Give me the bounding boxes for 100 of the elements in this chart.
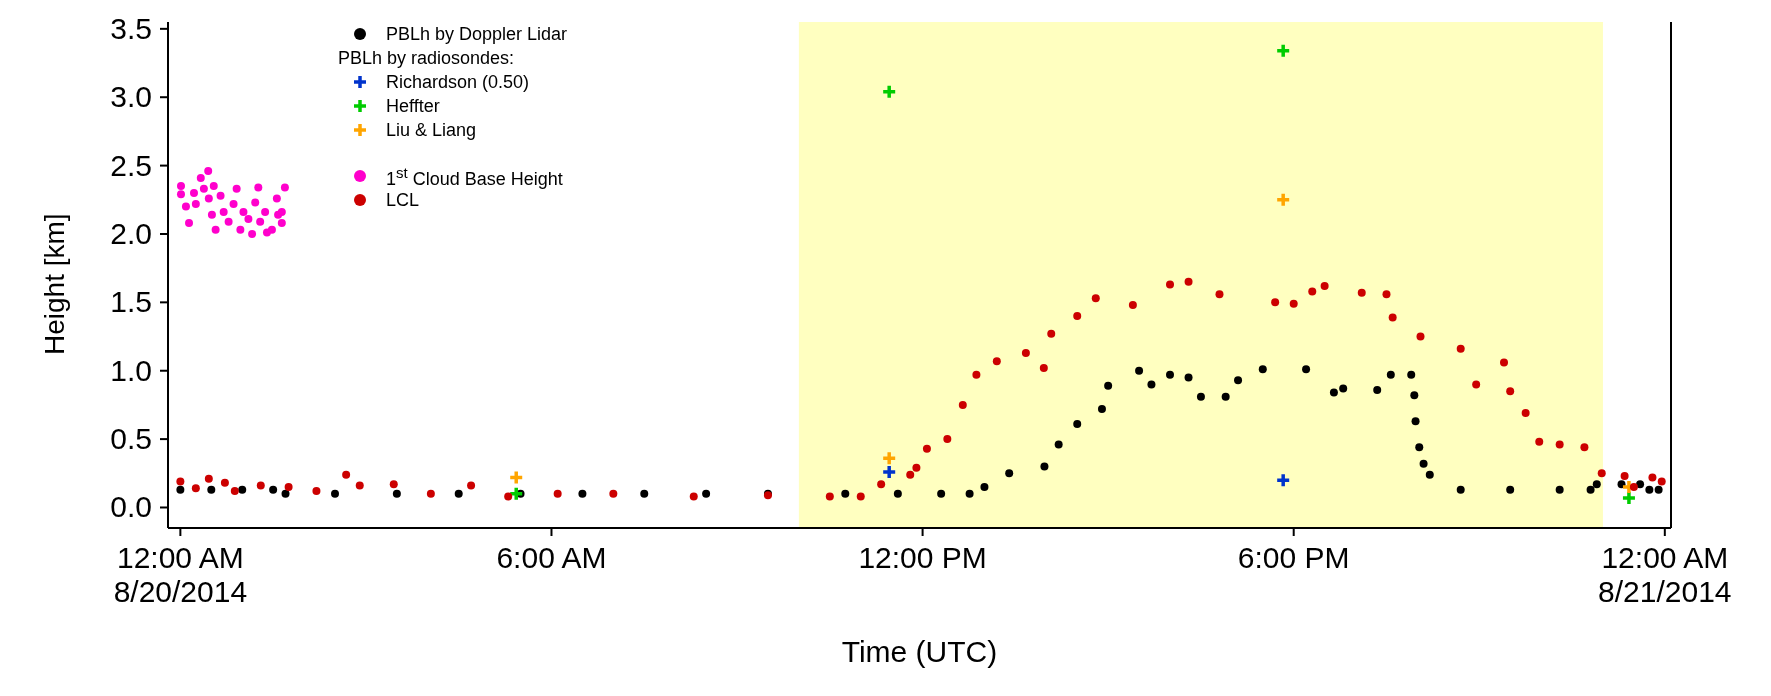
- point: [211, 225, 220, 234]
- point: [1425, 470, 1434, 479]
- point: [937, 489, 946, 498]
- point: [272, 194, 281, 203]
- point: [893, 489, 902, 498]
- point: [204, 474, 213, 483]
- point: [232, 184, 241, 193]
- point: [1196, 392, 1205, 401]
- point: [1005, 469, 1014, 478]
- point: [1388, 313, 1397, 322]
- point: [256, 481, 265, 490]
- point: [207, 210, 216, 219]
- point: [1166, 370, 1174, 379]
- point: [196, 173, 205, 182]
- x-axis-title: Time (UTC): [841, 635, 998, 668]
- point: [244, 214, 253, 223]
- point: [355, 481, 364, 490]
- point: [877, 480, 886, 489]
- point: [1339, 384, 1348, 393]
- y-tick-label: 1.0: [110, 353, 152, 387]
- point: [312, 487, 321, 496]
- point: [1586, 485, 1595, 494]
- point: [578, 489, 587, 498]
- point: [906, 470, 915, 479]
- point: [467, 481, 476, 490]
- point: [972, 370, 981, 379]
- point: [841, 489, 850, 498]
- point: [1382, 290, 1391, 299]
- y-tick-label: 0.0: [110, 490, 152, 524]
- point: [230, 487, 239, 496]
- x-tick-label: 12:00 AM 8/21/2014: [1598, 541, 1732, 608]
- point: [922, 444, 931, 453]
- point: [1221, 392, 1230, 401]
- point: [236, 225, 245, 234]
- y-tick-label: 3.0: [110, 80, 152, 114]
- point: [504, 492, 513, 501]
- point: [251, 198, 260, 207]
- point: [1654, 485, 1663, 494]
- point: [1410, 391, 1419, 400]
- point: [1097, 405, 1106, 414]
- point: [1184, 277, 1193, 286]
- point: [1629, 482, 1638, 491]
- point: [553, 489, 562, 498]
- point: [1234, 376, 1243, 385]
- x-tick-label: 6:00 PM: [1237, 541, 1350, 574]
- point: [1506, 387, 1515, 396]
- legend-label: Heffter: [386, 95, 440, 118]
- point: [1104, 381, 1113, 390]
- point: [207, 485, 216, 494]
- y-axis-title: Height [km]: [38, 213, 70, 355]
- point: [1308, 287, 1317, 296]
- point: [1456, 485, 1465, 494]
- point: [958, 400, 967, 409]
- point: [176, 477, 185, 486]
- point: [209, 182, 218, 191]
- legend-label: PBLh by Doppler Lidar: [386, 23, 568, 46]
- point: [1535, 437, 1544, 446]
- point: [1555, 485, 1564, 494]
- point: [224, 217, 233, 226]
- point: [1592, 480, 1601, 489]
- point: [269, 485, 278, 494]
- point: [1636, 480, 1645, 489]
- y-tick-label: 3.5: [110, 11, 152, 45]
- point: [1416, 332, 1425, 341]
- y-tick-label: 2.5: [110, 148, 152, 182]
- point: [825, 492, 834, 501]
- point: [689, 492, 698, 501]
- point: [191, 484, 200, 493]
- point: [267, 225, 276, 234]
- point: [1620, 472, 1629, 481]
- y-tick-label: 0.5: [110, 422, 152, 456]
- point: [1648, 473, 1657, 482]
- point: [1373, 385, 1382, 394]
- point: [1500, 358, 1508, 367]
- point: [176, 190, 185, 199]
- point: [1135, 366, 1144, 375]
- point: [640, 489, 649, 498]
- point: [856, 492, 865, 501]
- x-tick-label: 6:00 AM: [496, 541, 607, 574]
- point: [1147, 380, 1156, 389]
- point: [1275, 42, 1291, 59]
- point: [1320, 281, 1329, 290]
- point: [261, 208, 270, 217]
- point: [219, 208, 228, 217]
- point: [943, 435, 952, 444]
- point: [965, 489, 974, 498]
- point: [1580, 443, 1589, 452]
- point: [992, 357, 1001, 366]
- point: [1357, 288, 1366, 297]
- point: [1128, 301, 1137, 310]
- point: [1419, 459, 1428, 468]
- point: [508, 486, 524, 502]
- point: [1184, 373, 1193, 382]
- legend-label: Richardson (0.50): [386, 71, 530, 94]
- point: [1040, 462, 1049, 471]
- point: [1506, 485, 1515, 494]
- point: [1386, 370, 1395, 379]
- point: [1657, 477, 1666, 486]
- point: [1258, 365, 1267, 374]
- point: [1411, 417, 1420, 426]
